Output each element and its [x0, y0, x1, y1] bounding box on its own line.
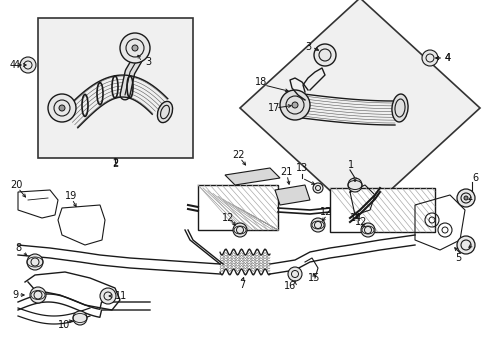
Text: 17: 17 — [267, 103, 280, 113]
Circle shape — [313, 44, 335, 66]
Text: 4: 4 — [444, 53, 450, 63]
Circle shape — [287, 267, 302, 281]
Circle shape — [456, 189, 474, 207]
Ellipse shape — [391, 94, 407, 122]
Polygon shape — [329, 188, 434, 232]
Circle shape — [360, 223, 374, 237]
Circle shape — [27, 254, 43, 270]
Polygon shape — [274, 185, 309, 205]
Text: 1: 1 — [347, 160, 353, 170]
Text: 12: 12 — [319, 207, 332, 217]
Text: 15: 15 — [307, 273, 320, 283]
Circle shape — [48, 94, 76, 122]
Circle shape — [347, 178, 361, 192]
Text: 20: 20 — [10, 180, 22, 190]
Polygon shape — [198, 185, 278, 230]
Circle shape — [291, 102, 297, 108]
Text: 2: 2 — [112, 158, 118, 168]
Circle shape — [100, 288, 116, 304]
Text: 8: 8 — [15, 243, 21, 253]
Text: 14: 14 — [349, 213, 362, 223]
Text: 12: 12 — [222, 213, 234, 223]
Text: 3: 3 — [305, 42, 310, 52]
Text: 16: 16 — [284, 281, 296, 291]
Text: 4: 4 — [10, 60, 16, 70]
Text: 10: 10 — [58, 320, 70, 330]
Text: 6: 6 — [471, 173, 477, 183]
Circle shape — [232, 223, 246, 237]
Text: 11: 11 — [115, 291, 127, 301]
Circle shape — [312, 183, 323, 193]
Polygon shape — [240, 0, 479, 218]
Circle shape — [463, 196, 467, 200]
Bar — [38, 18, 193, 158]
Text: 3: 3 — [145, 57, 151, 67]
Circle shape — [73, 311, 87, 325]
Circle shape — [280, 90, 309, 120]
Text: 4: 4 — [14, 60, 20, 70]
Circle shape — [120, 33, 150, 63]
Text: 13: 13 — [295, 163, 307, 173]
Text: 7: 7 — [238, 280, 244, 290]
Text: 4: 4 — [444, 53, 450, 63]
Text: 5: 5 — [454, 253, 460, 263]
Circle shape — [456, 236, 474, 254]
Circle shape — [132, 45, 138, 51]
Text: 19: 19 — [65, 191, 77, 201]
Text: 22: 22 — [231, 150, 244, 160]
Circle shape — [30, 287, 46, 303]
Circle shape — [310, 218, 325, 232]
Text: 12: 12 — [354, 217, 366, 227]
Text: 2: 2 — [112, 159, 118, 169]
Ellipse shape — [157, 102, 172, 123]
Polygon shape — [224, 168, 280, 185]
Text: 21: 21 — [280, 167, 292, 177]
Circle shape — [20, 57, 36, 73]
Circle shape — [421, 50, 437, 66]
Text: 18: 18 — [254, 77, 267, 87]
Circle shape — [59, 105, 65, 111]
Text: 9: 9 — [12, 290, 18, 300]
